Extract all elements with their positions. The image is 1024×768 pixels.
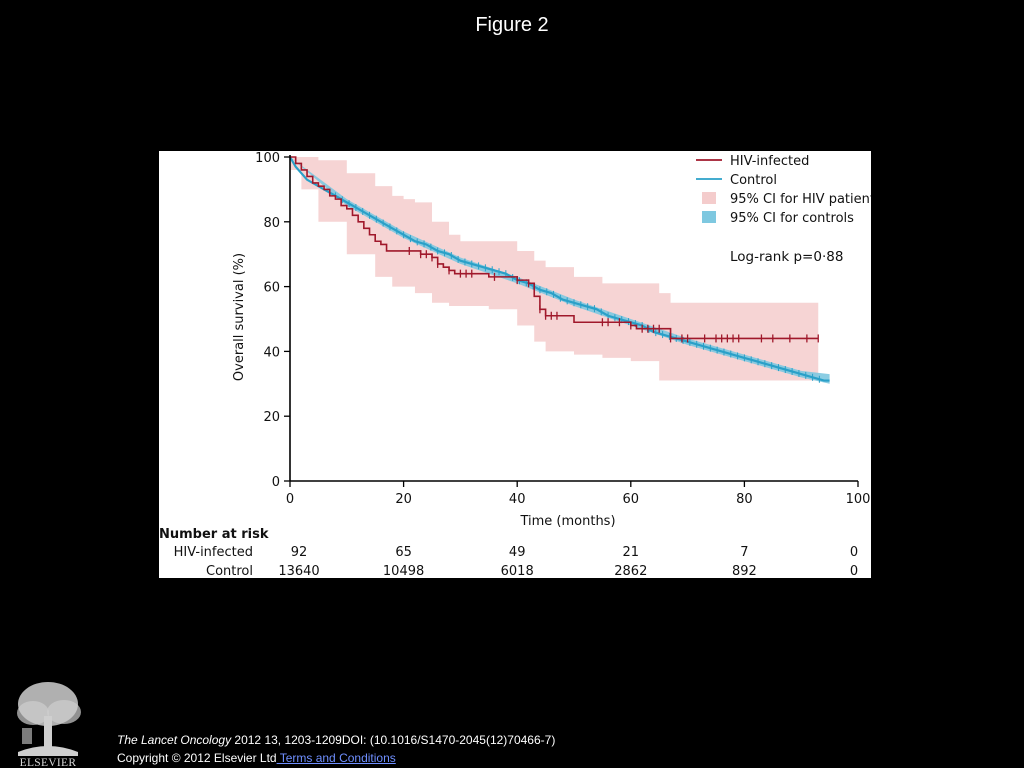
y-tick-label: 0 [272, 475, 280, 490]
risk-value: 49 [509, 545, 526, 560]
legend-swatch-band [702, 211, 716, 223]
legend-swatch-band [702, 192, 716, 204]
y-tick-label: 20 [263, 410, 280, 425]
risk-row-label: Control [206, 564, 253, 578]
log-rank-annotation: Log-rank p=0·88 [730, 249, 843, 265]
y-tick-label: 100 [255, 151, 280, 166]
risk-value: 0 [850, 545, 858, 560]
x-tick-label: 40 [509, 492, 526, 507]
risk-value: 13640 [278, 564, 319, 578]
y-tick-label: 60 [263, 281, 280, 296]
x-tick-label: 80 [736, 492, 753, 507]
risk-value: 892 [732, 564, 757, 578]
risk-value: 7 [740, 545, 748, 560]
x-tick-label: 20 [395, 492, 412, 507]
citation-text: 2012 13, 1203-1209DOI: (10.1016/S1470-20… [231, 733, 556, 747]
x-tick-label: 60 [623, 492, 640, 507]
copyright-text: Copyright © 2012 Elsevier Ltd [117, 751, 277, 765]
survival-chart: 0 20 40 60 80 100 0 20 40 60 80 100 Time (months) Ove… [159, 151, 871, 578]
risk-table-heading: Number at risk [159, 527, 269, 542]
risk-value: 2862 [614, 564, 647, 578]
elsevier-tree-icon: ELSEVIER [17, 682, 81, 768]
ci-band-hiv [290, 157, 819, 381]
x-axis-label: Time (months) [519, 514, 615, 529]
x-tick-label: 0 [286, 492, 294, 507]
y-tick-label: 40 [263, 345, 280, 360]
risk-row-label: HIV-infected [174, 545, 253, 560]
elsevier-wordmark: ELSEVIER [20, 757, 77, 768]
journal-name: The Lancet Oncology [117, 733, 232, 747]
risk-value: 0 [850, 564, 858, 578]
legend-label: 95% CI for controls [730, 211, 854, 226]
terms-link[interactable]: Terms and Conditions [276, 751, 396, 765]
legend-label: HIV-infected [730, 154, 809, 169]
x-tick-label: 100 [846, 492, 871, 507]
risk-value: 65 [395, 545, 412, 560]
risk-value: 6018 [501, 564, 534, 578]
risk-value: 10498 [383, 564, 424, 578]
citation-footer: The Lancet Oncology 2012 13, 1203-1209DO… [117, 731, 555, 767]
figure-title: Figure 2 [475, 14, 549, 36]
legend-label: 95% CI for HIV patients [730, 192, 871, 207]
citation-line: The Lancet Oncology 2012 13, 1203-1209DO… [117, 731, 555, 749]
legend-label: Control [730, 173, 777, 188]
y-axis-label: Overall survival (%) [232, 253, 247, 381]
risk-value: 92 [291, 545, 308, 560]
risk-value: 21 [623, 545, 640, 560]
copyright-line: Copyright © 2012 Elsevier Ltd Terms and … [117, 749, 555, 767]
y-tick-label: 80 [263, 216, 280, 231]
figure-panel: 0 20 40 60 80 100 0 20 40 60 80 100 Time (months) Ove… [159, 151, 871, 578]
